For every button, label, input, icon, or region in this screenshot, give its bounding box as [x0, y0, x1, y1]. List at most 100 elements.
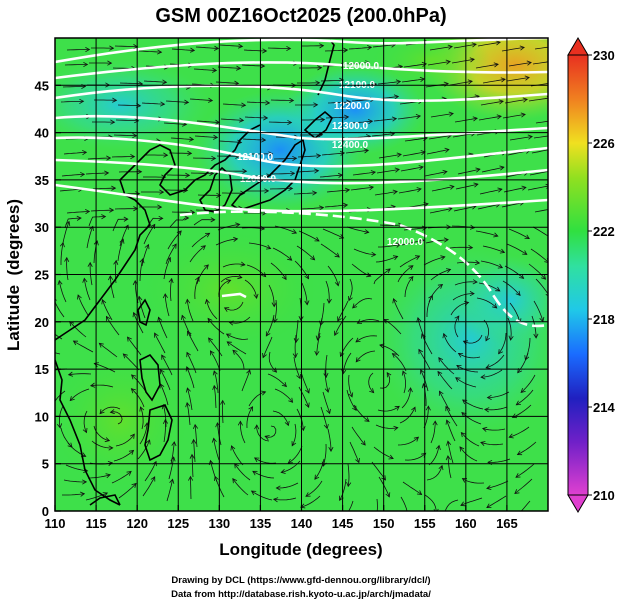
streamline-arrowhead [287, 458, 293, 464]
streamline [427, 61, 451, 66]
streamline-arrowhead [208, 97, 214, 103]
streamline-arrowhead [367, 119, 374, 125]
streamline-arrowhead [79, 98, 85, 104]
streamline [426, 149, 449, 155]
streamline-arrowhead [484, 407, 490, 413]
streamline-arrowhead [172, 243, 177, 249]
streamline-arrowhead [554, 118, 558, 122]
streamline [142, 476, 156, 497]
streamline [397, 265, 414, 283]
streamline [66, 49, 90, 51]
streamline [69, 388, 90, 401]
streamline [193, 68, 217, 71]
streamline-arrowhead [56, 423, 63, 429]
streamline [161, 354, 173, 376]
streamline-arrowhead [522, 250, 528, 255]
streamline-arrowhead [57, 279, 63, 286]
streamline-arrowhead [442, 169, 448, 175]
streamline-arrowhead [334, 330, 339, 337]
streamline [443, 333, 457, 353]
streamline-arrowhead [288, 397, 294, 403]
streamline-arrowhead [214, 45, 220, 51]
streamline [208, 337, 223, 357]
streamline-arrowhead [132, 311, 138, 318]
streamline [399, 255, 420, 268]
streamline-arrowhead [265, 100, 271, 106]
streamline-arrowhead [446, 440, 452, 446]
streamline-arrowhead [467, 79, 473, 85]
contour-label-6: 12100.0 [237, 152, 274, 163]
y-tick-label: 30 [35, 220, 49, 235]
streamline-arrowhead [416, 316, 422, 323]
x-tick-label: 135 [250, 516, 272, 531]
streamline-arrowhead [385, 492, 391, 498]
streamline-arrowhead [264, 188, 270, 194]
streamline-arrowhead [485, 336, 490, 342]
streamline-arrowhead [159, 189, 165, 195]
streamline-arrowhead [515, 473, 521, 478]
streamline [426, 465, 443, 481]
streamline-arrowhead [352, 303, 358, 309]
streamline [110, 411, 123, 425]
streamline-arrowhead [237, 274, 243, 280]
streamline-arrowhead [154, 332, 159, 338]
streamline-arrowhead [334, 281, 340, 287]
streamline [300, 371, 310, 394]
streamline [262, 336, 273, 358]
streamline-arrowhead [406, 514, 410, 518]
streamline [229, 316, 251, 324]
streamline-arrowhead [101, 214, 107, 220]
streamline [508, 62, 532, 67]
streamline [349, 441, 360, 463]
streamline-arrowhead [187, 150, 193, 156]
streamline [326, 189, 350, 193]
streamline-arrowhead [212, 67, 218, 73]
streamline [404, 276, 414, 298]
streamline [170, 278, 173, 302]
streamline-arrowhead [261, 390, 267, 396]
streamline-arrowhead [157, 49, 163, 55]
streamline-arrowhead [314, 236, 320, 242]
streamline-arrowhead [326, 408, 331, 415]
streamline [428, 135, 452, 140]
streamline [378, 244, 401, 248]
streamline [446, 420, 456, 442]
streamline-arrowhead [367, 45, 373, 51]
streamline [423, 406, 429, 429]
x-tick-label: 160 [455, 516, 477, 531]
contour-12000 [55, 183, 548, 213]
streamline-arrowhead [130, 433, 135, 439]
streamline [532, 61, 548, 65]
streamline [320, 406, 328, 429]
streamline-arrowhead [522, 97, 528, 103]
streamline [206, 299, 218, 320]
streamline-arrowhead [130, 154, 136, 160]
streamline-arrowhead [163, 152, 169, 158]
streamline [480, 260, 503, 269]
y-tick-label: 40 [35, 126, 49, 141]
streamline [401, 78, 425, 83]
streamline-arrowhead [419, 238, 425, 244]
streamline-arrowhead [388, 454, 394, 460]
streamline-arrowhead [549, 81, 553, 85]
streamline [375, 256, 398, 263]
streamline-arrowhead [415, 114, 422, 120]
streamline-arrowhead [444, 147, 450, 153]
streamline-arrowhead [435, 444, 441, 451]
streamline [165, 100, 189, 103]
streamline [322, 228, 344, 239]
streamline [66, 211, 90, 214]
streamline [86, 226, 94, 249]
streamline-arrowhead [524, 75, 530, 81]
streamline [300, 495, 321, 508]
streamline [232, 478, 249, 496]
streamline [449, 246, 473, 249]
streamline-arrowhead [292, 155, 298, 161]
chart-title: GSM 00Z16Oct2025 (200.0hPa) [155, 5, 446, 27]
streamline-arrowhead [160, 368, 165, 375]
streamline [347, 463, 350, 487]
streamline [352, 171, 376, 176]
streamline-arrowhead [480, 374, 486, 380]
streamline [324, 369, 329, 393]
